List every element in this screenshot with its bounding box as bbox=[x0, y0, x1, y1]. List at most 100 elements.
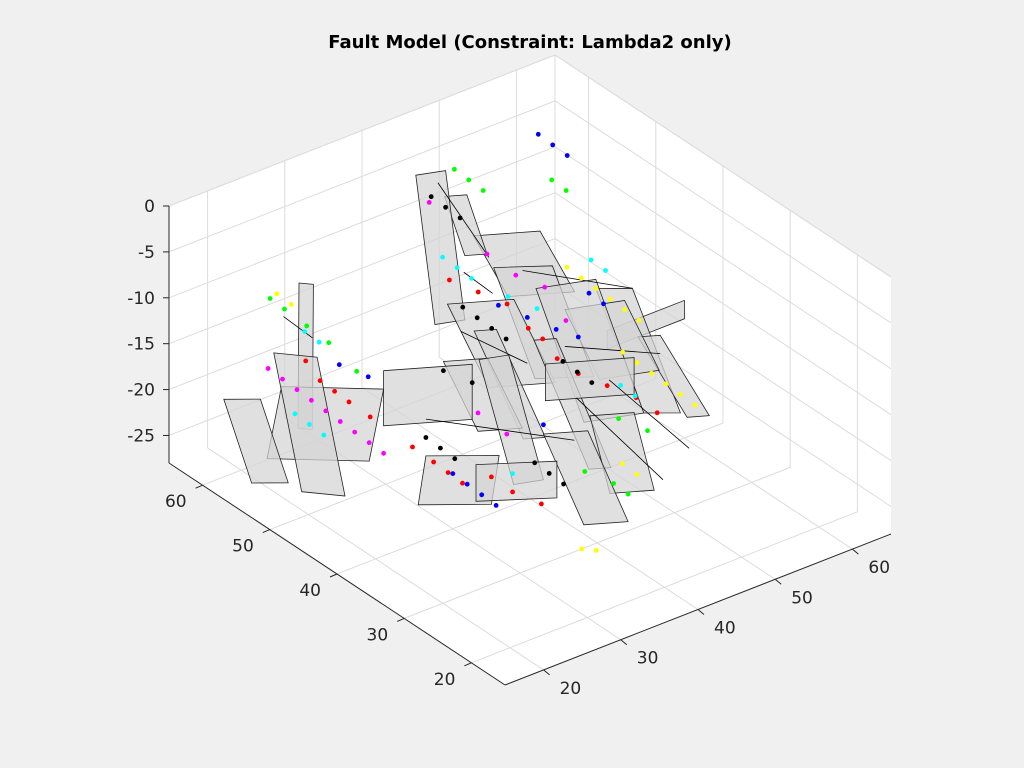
tick-labels: 20 30 40 50 60 20 30 40 50 60 0 -5 -10 -15 -20 -25 bbox=[127, 197, 890, 699]
axis-lines bbox=[163, 205, 892, 686]
data-point bbox=[381, 450, 386, 456]
fault-plane bbox=[223, 398, 289, 484]
data-point bbox=[292, 411, 298, 417]
data-point bbox=[513, 272, 519, 278]
data-point bbox=[445, 470, 451, 475]
x-tick-label: 30 bbox=[637, 649, 659, 669]
data-point bbox=[450, 471, 456, 476]
y-tick-mark bbox=[464, 662, 472, 667]
data-point bbox=[267, 296, 273, 301]
data-point bbox=[692, 402, 698, 408]
fault-plane bbox=[475, 460, 558, 502]
data-point bbox=[510, 471, 515, 476]
fault-trace bbox=[608, 379, 690, 449]
data-point bbox=[601, 301, 606, 307]
x-tick-label: 20 bbox=[560, 679, 582, 699]
data-point bbox=[410, 444, 415, 450]
data-point bbox=[480, 188, 486, 193]
grid-line bbox=[554, 146, 892, 370]
data-point bbox=[620, 349, 625, 355]
data-point bbox=[632, 393, 638, 399]
data-point bbox=[447, 277, 452, 283]
fault-trace bbox=[522, 270, 633, 289]
data-point bbox=[611, 481, 616, 486]
data-point bbox=[561, 481, 566, 487]
data-point bbox=[431, 459, 436, 465]
data-point bbox=[553, 327, 559, 332]
z-tick-label: -20 bbox=[127, 381, 155, 401]
grid-line bbox=[554, 192, 892, 416]
fault-trace bbox=[463, 271, 493, 294]
data-point bbox=[649, 370, 654, 376]
data-point bbox=[489, 326, 495, 331]
data-point bbox=[560, 359, 566, 364]
data-point bbox=[622, 307, 627, 313]
data-point bbox=[504, 301, 510, 307]
data-point bbox=[294, 387, 300, 393]
grid-line bbox=[404, 466, 791, 619]
data-point bbox=[367, 414, 373, 420]
chart-title: Fault Model (Constraint: Lambda2 only) bbox=[328, 32, 731, 53]
hypocenter-points bbox=[265, 131, 698, 553]
fault-trace bbox=[564, 346, 661, 355]
data-point bbox=[524, 315, 530, 320]
data-point bbox=[550, 142, 556, 148]
data-point bbox=[469, 380, 475, 386]
data-point bbox=[546, 471, 552, 476]
y-tick-mark bbox=[397, 617, 405, 622]
data-point bbox=[532, 460, 538, 466]
data-point bbox=[586, 290, 592, 296]
x-tick-label: 50 bbox=[791, 588, 813, 608]
data-point bbox=[634, 360, 640, 366]
data-point bbox=[438, 445, 443, 451]
data-point bbox=[603, 268, 608, 273]
data-point bbox=[588, 257, 594, 263]
y-tick-label: 30 bbox=[367, 625, 389, 645]
z-tick-label: -10 bbox=[127, 289, 155, 309]
data-point bbox=[484, 251, 490, 257]
y-tick-label: 40 bbox=[299, 581, 321, 601]
data-point bbox=[307, 422, 312, 427]
grid-line bbox=[168, 146, 556, 299]
data-point bbox=[493, 503, 499, 508]
x-tick-mark bbox=[774, 578, 782, 585]
data-point bbox=[443, 204, 448, 210]
data-point bbox=[336, 362, 342, 368]
y-tick-label: 20 bbox=[434, 670, 456, 690]
z-tick-label: 0 bbox=[144, 197, 155, 217]
grid-edge bbox=[554, 54, 892, 278]
data-point bbox=[534, 306, 540, 311]
data-point bbox=[457, 215, 463, 221]
data-point bbox=[366, 440, 372, 446]
grid-line bbox=[471, 511, 858, 664]
x-tick-mark bbox=[543, 669, 550, 676]
data-point bbox=[540, 336, 546, 342]
grid-line bbox=[168, 192, 556, 345]
data-point bbox=[323, 408, 329, 414]
data-point bbox=[663, 381, 669, 387]
data-point bbox=[504, 431, 510, 437]
data-point bbox=[302, 329, 308, 334]
data-point bbox=[337, 419, 343, 424]
data-point bbox=[589, 380, 595, 385]
data-point bbox=[549, 177, 555, 183]
data-point bbox=[634, 472, 640, 477]
data-point bbox=[460, 304, 466, 310]
data-point bbox=[496, 302, 501, 308]
data-point bbox=[607, 296, 613, 302]
x-tick-label: 40 bbox=[714, 619, 736, 639]
data-point bbox=[564, 153, 570, 158]
data-point bbox=[510, 489, 515, 495]
data-point bbox=[579, 546, 585, 552]
grid-line bbox=[554, 238, 892, 461]
grid-line bbox=[168, 100, 556, 253]
data-point bbox=[475, 289, 481, 295]
z-tick-label: -5 bbox=[138, 243, 155, 263]
data-point bbox=[309, 397, 314, 403]
fault-plane bbox=[545, 357, 635, 402]
y-tick-label: 50 bbox=[232, 537, 254, 557]
y-tick-mark bbox=[329, 573, 338, 578]
data-point bbox=[616, 416, 621, 422]
data-point bbox=[593, 548, 599, 553]
